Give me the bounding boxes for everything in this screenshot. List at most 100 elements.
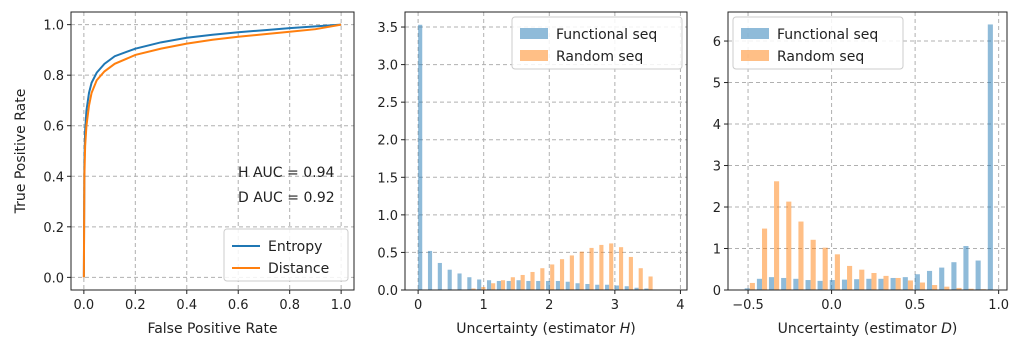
bar-functional-seq	[477, 279, 482, 290]
bar-random-seq	[859, 269, 865, 290]
bar-functional-seq	[457, 273, 462, 290]
bar-random-seq	[648, 276, 653, 290]
bar-random-seq	[500, 280, 506, 290]
bar-random-seq	[798, 221, 804, 290]
y-tick-label: 3.5	[377, 21, 398, 36]
bar-random-seq	[569, 255, 574, 290]
bar-functional-seq	[447, 269, 452, 290]
bar-functional-seq	[585, 283, 590, 290]
legend-label-distance: Distance	[268, 261, 329, 277]
bar-functional-seq	[516, 280, 521, 290]
bar-random-seq	[919, 282, 925, 290]
bar-functional-seq	[829, 280, 835, 290]
x-tick-label: 0.2	[125, 298, 146, 313]
bar-random-seq	[907, 280, 913, 290]
bar-functional-seq	[793, 278, 799, 290]
bar-random-seq	[510, 277, 515, 290]
roc-line-distance	[82, 23, 342, 278]
y-tick-label: 2.0	[377, 134, 398, 149]
bar-functional-seq	[805, 280, 811, 290]
legend-box	[511, 16, 683, 70]
y-tick-label: 1.5	[377, 171, 398, 186]
bar-functional-seq	[854, 279, 860, 290]
legend-swatch-functional-seq	[741, 28, 769, 39]
y-tick-label: 6	[713, 35, 721, 50]
bar-random-seq	[550, 264, 555, 290]
legend-label-random-seq: Random seq	[777, 49, 864, 65]
bar-random-seq	[944, 286, 950, 290]
bar-functional-seq	[951, 262, 957, 290]
bar-random-seq	[471, 288, 476, 290]
entropy-histogram-panel: 0 1 2 3 4 0.0 0.5 1.0 1.5 2.0 2.5 3.0 3.5 Uncertainty…	[377, 11, 688, 337]
bar-functional-seq	[437, 262, 442, 290]
y-tick-label: 3.0	[377, 59, 398, 74]
bar-functional-seq	[914, 274, 920, 290]
x-axis-label-variable: D	[941, 321, 952, 337]
bar-random-seq	[786, 201, 792, 290]
x-axis-label: Uncertainty (estimator D)	[778, 321, 958, 337]
bar-random-seq	[968, 288, 974, 290]
bar-random-seq	[883, 275, 889, 290]
x-axis-label-variable: H	[620, 321, 631, 337]
bar-random-seq	[599, 244, 604, 290]
bar-functional-seq	[902, 277, 908, 290]
legend-swatch-functional-seq	[520, 28, 548, 39]
x-axis-label-suffix: )	[952, 321, 957, 337]
y-tick-label: 0.6	[43, 120, 64, 135]
bar-random-seq	[589, 247, 594, 290]
bar-random-seq	[481, 286, 486, 290]
bar-random-seq	[822, 247, 828, 290]
legend-label-functional-seq: Functional seq	[556, 27, 657, 43]
legend-swatch-random-seq	[741, 50, 769, 61]
bar-random-seq	[530, 271, 535, 290]
bar-random-seq	[871, 272, 877, 290]
legend-swatch-random-seq	[520, 50, 548, 61]
bar-functional-seq	[496, 280, 501, 290]
bar-functional-seq	[486, 280, 492, 290]
bar-random-seq	[847, 265, 853, 290]
bar-random-seq	[932, 285, 938, 290]
x-tick-label: −0.5	[732, 298, 764, 313]
bar-functional-seq	[866, 278, 872, 290]
bar-functional-seq	[975, 260, 981, 290]
bar-random-seq	[638, 268, 643, 290]
bar-random-seq	[540, 268, 545, 290]
bar-functional-seq	[555, 280, 560, 290]
y-tick-label: 5	[713, 77, 721, 92]
x-tick-label: 0.4	[176, 298, 197, 313]
y-tick-label: 1	[713, 243, 721, 258]
plot-frame	[70, 11, 355, 291]
bar-functional-seq	[939, 267, 945, 290]
bar-random-seq	[774, 181, 780, 290]
bar-random-seq	[956, 287, 962, 290]
bar-random-seq	[618, 247, 624, 290]
bar-functional-seq	[744, 288, 750, 290]
auc-annotation-distance: D AUC = 0.92	[238, 190, 335, 206]
bar-functional-seq	[644, 288, 649, 290]
bar-functional-seq	[467, 277, 472, 290]
legend-label-entropy: Entropy	[268, 239, 322, 255]
bar-random-seq	[762, 228, 768, 290]
bar-functional-seq	[427, 250, 433, 290]
bar-random-seq	[609, 243, 614, 290]
bar-functional-seq	[756, 278, 762, 290]
legend-label-random-seq: Random seq	[556, 49, 643, 65]
y-tick-label: 0.4	[43, 170, 64, 185]
bar-functional-seq	[575, 283, 580, 290]
roc-curve-panel: 0.0 0.2 0.4 0.6 0.8 1.0 0.0 0.2 0.4 0.6 0.8 1.0 Fals…	[13, 11, 355, 337]
x-tick-label: 0.6	[228, 298, 249, 313]
bar-functional-seq	[595, 284, 600, 290]
bar-random-seq	[895, 277, 901, 290]
x-axis-label: False Positive Rate	[147, 321, 277, 337]
y-axis-label: True Positive Rate	[13, 89, 29, 215]
bar-functional-seq	[817, 280, 823, 290]
plot-frame	[404, 11, 688, 291]
x-tick-label: 0.0	[74, 298, 95, 313]
x-tick-label: 1.0	[988, 298, 1009, 313]
bar-random-seq	[749, 282, 755, 290]
y-tick-label: 2	[713, 201, 721, 216]
bar-functional-seq	[890, 277, 896, 290]
bar-functional-seq	[546, 280, 551, 290]
bar-functional-seq	[624, 286, 629, 290]
